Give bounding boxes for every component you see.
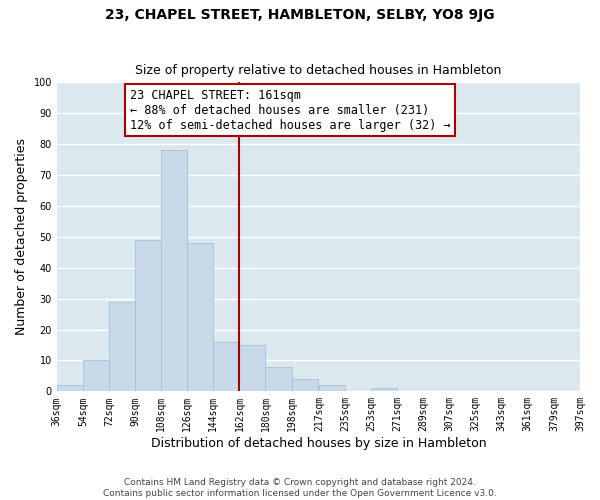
Bar — [135, 240, 161, 392]
Bar — [265, 366, 292, 392]
Text: 23, CHAPEL STREET, HAMBLETON, SELBY, YO8 9JG: 23, CHAPEL STREET, HAMBLETON, SELBY, YO8… — [105, 8, 495, 22]
Bar — [187, 243, 214, 392]
Text: 23 CHAPEL STREET: 161sqm
← 88% of detached houses are smaller (231)
12% of semi-: 23 CHAPEL STREET: 161sqm ← 88% of detach… — [130, 88, 451, 132]
Bar — [161, 150, 187, 392]
Bar — [109, 302, 135, 392]
Bar — [239, 345, 265, 392]
X-axis label: Distribution of detached houses by size in Hambleton: Distribution of detached houses by size … — [151, 437, 486, 450]
Y-axis label: Number of detached properties: Number of detached properties — [15, 138, 28, 336]
Bar — [371, 388, 397, 392]
Bar — [83, 360, 109, 392]
Bar — [319, 385, 345, 392]
Title: Size of property relative to detached houses in Hambleton: Size of property relative to detached ho… — [135, 64, 502, 77]
Bar — [214, 342, 239, 392]
Bar — [292, 379, 317, 392]
Text: Contains HM Land Registry data © Crown copyright and database right 2024.
Contai: Contains HM Land Registry data © Crown c… — [103, 478, 497, 498]
Bar — [57, 385, 83, 392]
